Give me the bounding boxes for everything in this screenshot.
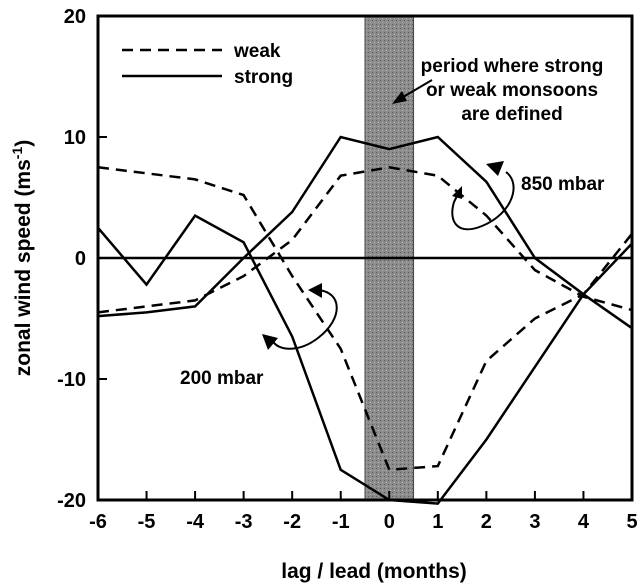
y-axis-label-sup: -1 (9, 147, 25, 160)
label-850-group: 850 mbar (451, 161, 605, 231)
x-tick-label: -4 (186, 511, 205, 533)
x-tick-label: -5 (138, 511, 156, 533)
legend-label-weak: weak (233, 41, 281, 62)
band-note-line-3: are defined (461, 104, 562, 125)
x-tick-label: -3 (235, 511, 253, 533)
series-layer (97, 135, 633, 505)
label-200: 200 mbar (180, 368, 264, 389)
y-axis-label-close: ) (12, 140, 35, 147)
rotation-arrow-850-icon (451, 171, 515, 231)
band-note-line-2: or weak monsoons (426, 80, 598, 101)
band-annotation: period where strong or weak monsoons are… (392, 56, 603, 125)
rotation-arrowhead-200-a (308, 283, 322, 298)
x-tick-label: 2 (481, 511, 492, 533)
band-note-line-1: period where strong (421, 56, 604, 77)
y-tick-label: 20 (64, 6, 86, 28)
label-200-group: 200 mbar (180, 283, 338, 389)
x-tick-label: 0 (384, 511, 395, 533)
y-tick-label: 10 (64, 127, 86, 149)
x-axis-label: lag / lead (months) (281, 560, 467, 583)
x-tick-label: -2 (283, 511, 301, 533)
rotation-arrowhead-850-a (452, 186, 462, 199)
x-tick-label: 1 (432, 511, 443, 533)
series-strong-200-mbar (97, 213, 633, 505)
x-tick-label: -1 (332, 511, 350, 533)
x-tick-label: 3 (529, 511, 540, 533)
y-tick-label: -10 (57, 369, 86, 391)
legend: weak strong (122, 41, 293, 88)
y-axis-label-main: zonal wind speed (ms (12, 159, 35, 376)
band-note-arrowhead (392, 91, 407, 104)
x-tick-label: 5 (626, 511, 637, 533)
y-tick-label: -20 (57, 490, 86, 512)
x-tick-label: -6 (89, 511, 107, 533)
x-tick-label: 4 (578, 511, 590, 533)
legend-label-strong: strong (234, 67, 293, 88)
rotation-arrowhead-200-b (262, 334, 278, 350)
rotation-arrow-200-icon (271, 289, 338, 350)
series-strong-850-mbar (97, 135, 633, 330)
label-850: 850 mbar (521, 174, 605, 195)
rotation-arrowhead-850-b (486, 161, 504, 176)
y-axis-label: zonal wind speed (ms-1) (9, 140, 35, 377)
y-tick-label: 0 (75, 248, 86, 270)
